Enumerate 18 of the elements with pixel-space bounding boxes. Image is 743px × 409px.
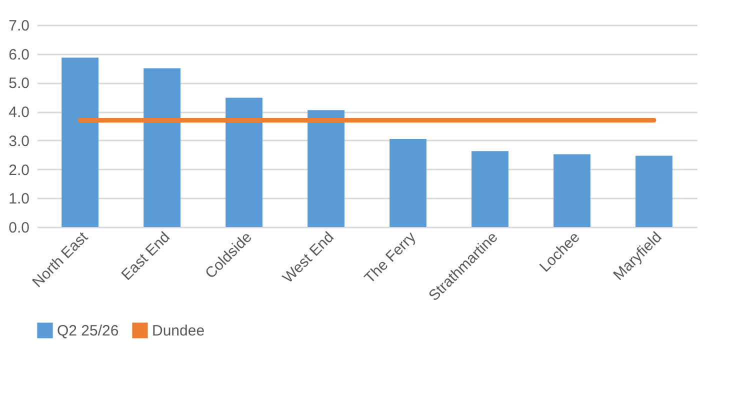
bar — [226, 98, 262, 227]
y-tick-label: 6.0 — [8, 46, 30, 64]
legend-label: Q2 25/26 — [57, 322, 119, 340]
y-tick-label: 7.0 — [8, 18, 30, 34]
bar — [144, 68, 180, 227]
legend-label: Dundee — [152, 322, 205, 340]
y-tick-label: 0.0 — [8, 220, 30, 236]
bar — [390, 138, 426, 227]
bar — [62, 58, 98, 227]
bar — [472, 151, 508, 227]
bar — [636, 156, 672, 227]
bar — [554, 154, 590, 227]
y-tick-label: 3.0 — [8, 132, 30, 150]
bar — [308, 110, 344, 227]
y-tick-label: 5.0 — [8, 75, 30, 92]
y-tick-label: 1.0 — [8, 190, 30, 208]
y-tick-label: 4.0 — [8, 104, 30, 122]
y-tick-label: 2.0 — [8, 162, 30, 179]
